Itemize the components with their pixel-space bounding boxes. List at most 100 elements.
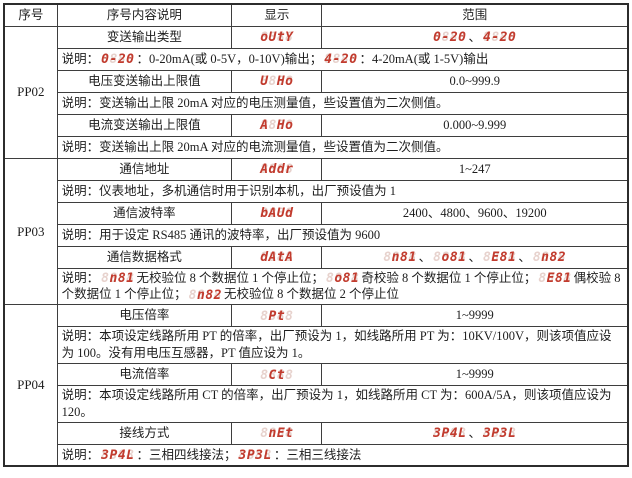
seven-segment-display: 8888 n82 <box>532 251 567 264</box>
seven-segment-display: 8888 Ct <box>259 369 294 382</box>
seg-ghost: 8888 <box>101 52 135 68</box>
seg-ghost: 8888 <box>260 206 294 222</box>
text-run: 说明：用于设定 RS485 通讯的波特率，出厂预设值为 9600 <box>61 227 381 242</box>
seven-segment-display: 8888 4-20 <box>323 53 358 66</box>
seg-ghost: 8888 <box>433 250 467 266</box>
param-display-cell: 8888 Ct <box>231 363 323 386</box>
group-cell-pp02: PP02 <box>3 25 58 159</box>
text-run: 2400、4800、9600、19200 <box>402 205 547 220</box>
text-run: 说明： <box>61 447 100 462</box>
header-description: 序号内容说明 <box>56 3 233 27</box>
seg-value: 3P4L <box>101 448 135 464</box>
param-display-cell: 8888 Pt <box>231 304 323 328</box>
param-name: 电流倍率 <box>56 363 233 386</box>
text-run: 说明：本项设定线路所用 PT 的倍率，出厂预设为 1，如线路所用 PT 为：10… <box>61 329 612 361</box>
text-run: 0.0~999.9 <box>449 73 500 88</box>
seven-segment-display: 8888 bAUd <box>259 207 294 220</box>
seg-ghost: 8888 <box>433 30 467 46</box>
text-run: 、 <box>418 249 432 264</box>
param-range: 8888 0-20、 8888 4-20 <box>321 25 629 49</box>
text-run: 说明：变送输出上限 20mA 对应的电流测量值，些设置值为二次侧值。 <box>61 139 449 154</box>
param-name: 通信地址 <box>56 157 233 181</box>
note-cell: 说明：本项设定线路所用 CT 的倍率，出厂预设为 1，如线路所用 CT 为：60… <box>56 385 629 423</box>
table-row: 说明：变送输出上限 20mA 对应的电流测量值，些设置值为二次侧值。 <box>4 135 629 159</box>
param-name: 电流变送输出上限值 <box>56 113 233 137</box>
seven-segment-display: 8888 n82 <box>188 289 223 302</box>
note-cell: 说明：本项设定线路所用 PT 的倍率，出厂预设为 1，如线路所用 PT 为：10… <box>56 326 629 364</box>
seg-ghost: 8888 <box>260 250 294 266</box>
table-row: 说明：变送输出上限 20mA 对应的电压测量值，些设置值为二次侧值。 <box>4 91 629 115</box>
text-run: 、 <box>468 29 481 44</box>
seg-ghost: 8888 <box>238 448 272 464</box>
table-body: PP02 变送输出类型 8888 oUtY 8888 0-20、 8888 4-20 说明： 88… <box>3 25 629 467</box>
table-row: PP03 通信地址 8888 Addr 1~247 <box>3 157 629 306</box>
param-display-cell: 8888 U Ho <box>231 69 323 93</box>
seg-ghost: 8888 <box>260 426 294 442</box>
seg-value: E81 <box>483 250 517 266</box>
param-range: 8888 n81、 8888 o81、 8888 E81、 8888 n82 <box>321 245 629 269</box>
text-run: 0.000~9.999 <box>443 117 507 132</box>
seg-value: 4-20 <box>483 30 517 46</box>
text-run: 说明：变送输出上限 20mA 对应的电压测量值，些设置值为二次侧值。 <box>61 95 449 110</box>
text-run: ：0-20mA(或 0-5V，0-10V)输出； <box>136 51 323 66</box>
note-cell: 说明： 8888 n81 无校验位 8 个数据位 1 个停止位； 8888 o81 奇校… <box>56 267 629 306</box>
seven-segment-display: 8888 4-20 <box>482 31 517 44</box>
seg-value: n81 <box>101 271 135 287</box>
seven-segment-display: 8888 oUtY <box>259 31 294 44</box>
seven-segment-display: 8888 3P3L <box>482 427 517 440</box>
seg-value: 3P3L <box>238 448 272 464</box>
param-range: 1~9999 <box>321 363 629 386</box>
header-serial: 序号 <box>3 3 58 27</box>
header-display: 显示 <box>231 3 323 27</box>
table-row: PP04 电压倍率 8888 Pt 1~9999 <box>3 304 629 467</box>
seg-ghost: 8888 <box>433 426 467 442</box>
note-cell: 说明：变送输出上限 20mA 对应的电流测量值，些设置值为二次侧值。 <box>56 135 629 159</box>
seg-ghost: 8888 <box>260 367 294 383</box>
seg-value: bAUd <box>260 206 294 222</box>
table-row: 说明：用于设定 RS485 通讯的波特率，出厂预设值为 9600 <box>4 223 629 247</box>
seg-value: 4-20 <box>324 52 358 68</box>
table-row: 电流变送输出上限值 8888 A Ho 0.000~9.999 <box>4 113 629 137</box>
seven-segment-display: 8888 U Ho <box>259 75 294 88</box>
table-header: 序号 序号内容说明 显示 范围 <box>3 3 629 27</box>
table-row: 说明： 8888 n81 无校验位 8 个数据位 1 个停止位； 8888 o81 奇校… <box>4 267 629 306</box>
seg-ghost: 8888 <box>260 74 294 90</box>
param-display-cell: 8888 A Ho <box>231 113 323 137</box>
param-range: 8888 3P4L、 8888 3P3L <box>321 421 629 445</box>
seg-ghost: 8888 <box>326 271 360 287</box>
text-run: 1~247 <box>458 161 491 176</box>
seven-segment-display: 8888 n81 <box>382 251 417 264</box>
seven-segment-display: 8888 3P4L <box>100 449 135 462</box>
seven-segment-display: 8888 E81 <box>482 251 517 264</box>
text-run: 说明： <box>61 270 100 285</box>
text-run: 偶校验 8 个数据位 1 个停止位； <box>61 270 621 302</box>
seven-segment-display: 8888 n81 <box>100 272 135 285</box>
text-run: 说明：本项设定线路所用 CT 的倍率，出厂预设为 1，如线路所用 CT 为：60… <box>61 388 612 419</box>
seg-value: dAtA <box>260 250 294 266</box>
param-name: 电压倍率 <box>56 304 233 328</box>
seg-value: 3P3L <box>483 426 517 442</box>
seg-value: 3P4L <box>433 426 467 442</box>
parameter-table: 序号 序号内容说明 显示 范围 PP02 变送输出类型 8888 oUtY 8888 0-… <box>3 3 629 468</box>
seg-ghost: 8888 <box>260 30 294 46</box>
seg-ghost: 8888 <box>324 52 358 68</box>
seven-segment-display: 8888 A Ho <box>259 119 294 132</box>
seg-ghost: 8888 <box>260 118 294 134</box>
seven-segment-display: 8888 dAtA <box>259 251 294 264</box>
seg-ghost: 8888 <box>101 448 135 464</box>
text-run: ：4-20mA(或 1-5V)输出 <box>359 51 489 66</box>
table-row: 说明：本项设定线路所用 PT 的倍率，出厂预设为 1，如线路所用 PT 为：10… <box>4 326 629 364</box>
seven-segment-display: 8888 nEt <box>259 427 294 440</box>
param-name: 接线方式 <box>56 421 233 445</box>
seg-value: o81 <box>326 271 360 287</box>
seg-ghost: 8888 <box>483 30 517 46</box>
table-row: 通信数据格式 8888 dAtA 8888 n81、 8888 o81、 8888 E81… <box>4 245 629 269</box>
table-row: PP02 变送输出类型 8888 oUtY 8888 0-20、 8888 4-20 <box>3 25 629 159</box>
text-run: 说明： <box>61 51 100 66</box>
text-run: ：三相三线接法 <box>273 447 362 462</box>
param-display-cell: 8888 bAUd <box>231 201 323 225</box>
seg-ghost: 8888 <box>483 426 517 442</box>
param-range: 1~9999 <box>321 304 629 328</box>
seg-ghost: 8888 <box>532 250 567 266</box>
param-display-cell: 8888 nEt <box>231 421 323 445</box>
